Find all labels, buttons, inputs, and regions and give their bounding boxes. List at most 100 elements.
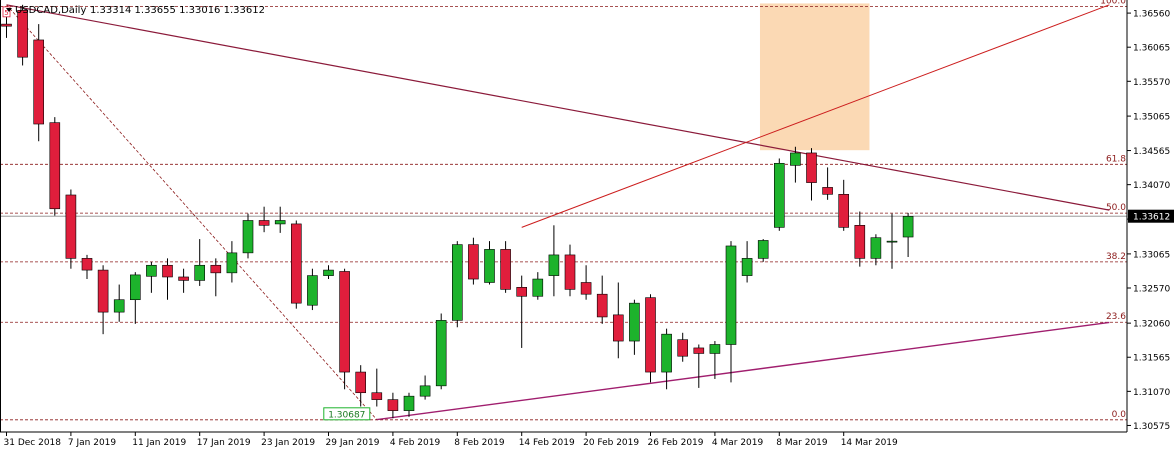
- bearish-candle[interactable]: [822, 167, 833, 200]
- bullish-candle[interactable]: [242, 213, 254, 259]
- x-axis-tick-label: 20 Feb 2019: [583, 438, 639, 448]
- bearish-candle[interactable]: [65, 189, 77, 269]
- bullish-candle[interactable]: [902, 212, 914, 257]
- bullish-candle[interactable]: [419, 375, 431, 400]
- x-axis-tick-label: 26 Feb 2019: [648, 438, 704, 448]
- fib-level-label: 50.0: [1106, 203, 1126, 213]
- bullish-candle[interactable]: [435, 313, 447, 390]
- candle-body: [725, 245, 737, 345]
- bullish-candle[interactable]: [757, 239, 769, 262]
- candle-body: [146, 264, 157, 277]
- candle-body: [226, 252, 238, 274]
- candle-body: [709, 344, 721, 354]
- marker-label: 5: [4, 9, 8, 17]
- bearish-candle[interactable]: [645, 294, 656, 383]
- bearish-candle[interactable]: [468, 237, 479, 285]
- candle-body: [339, 271, 350, 373]
- bearish-candle[interactable]: [371, 368, 383, 407]
- bearish-candle[interactable]: [500, 241, 511, 293]
- bearish-candle[interactable]: [596, 275, 608, 324]
- bullish-candle[interactable]: [709, 341, 721, 379]
- bearish-candle[interactable]: [290, 220, 302, 309]
- bearish-candle[interactable]: [516, 275, 528, 348]
- trendline-descending-resistance: [6, 4, 1110, 211]
- bearish-candle[interactable]: [806, 148, 817, 201]
- candle-body: [790, 152, 801, 166]
- candle-body: [902, 216, 914, 238]
- bullish-candle[interactable]: [741, 241, 753, 283]
- bearish-candle[interactable]: [17, 4, 28, 66]
- trendline-ascending-support: [376, 321, 1110, 421]
- bullish-candle[interactable]: [307, 268, 318, 311]
- bullish-candle[interactable]: [790, 146, 801, 183]
- bearish-candle[interactable]: [1, 15, 12, 38]
- bullish-candle[interactable]: [629, 299, 640, 355]
- candle-body: [629, 302, 640, 342]
- bullish-candle[interactable]: [130, 272, 141, 324]
- candle-body: [741, 258, 753, 276]
- candle-body: [210, 264, 222, 274]
- bullish-candle[interactable]: [226, 241, 238, 283]
- y-axis-tick-label: 1.33065: [1133, 250, 1170, 260]
- x-axis-tick-label: 8 Mar 2019: [776, 438, 828, 448]
- symbol-menu-icon[interactable]: [6, 8, 12, 12]
- y-axis-tick-label: 1.36560: [1133, 10, 1170, 20]
- low-price-label-box: [323, 407, 371, 421]
- bearish-candle[interactable]: [693, 344, 705, 388]
- bullish-candle[interactable]: [274, 206, 286, 233]
- bearish-candle[interactable]: [162, 258, 173, 300]
- bearish-candle[interactable]: [564, 244, 576, 297]
- candle-body: [693, 347, 705, 354]
- bearish-candle[interactable]: [355, 365, 367, 407]
- bullish-candle[interactable]: [725, 241, 737, 383]
- candle-body: [419, 385, 431, 397]
- bullish-candle[interactable]: [661, 328, 672, 390]
- fib-level-label: 38.2: [1106, 252, 1126, 262]
- candle-body: [661, 333, 672, 373]
- bullish-candle[interactable]: [773, 158, 785, 231]
- candle-body: [532, 278, 544, 297]
- bullish-candle[interactable]: [548, 225, 560, 297]
- x-axis-tick-label: 8 Feb 2019: [454, 438, 505, 448]
- candle-body: [886, 240, 898, 243]
- x-axis-tick-label: 29 Jan 2019: [326, 438, 380, 448]
- bearish-candle[interactable]: [33, 24, 45, 142]
- bearish-candle[interactable]: [387, 392, 399, 419]
- bearish-candle[interactable]: [854, 211, 866, 267]
- candle-body: [870, 237, 882, 259]
- bearish-candle[interactable]: [97, 265, 109, 335]
- bullish-candle[interactable]: [323, 265, 334, 280]
- bearish-candle[interactable]: [677, 332, 689, 362]
- bearish-candle[interactable]: [49, 117, 61, 216]
- bullish-candle[interactable]: [146, 261, 157, 293]
- x-axis-tick-label: 4 Mar 2019: [712, 438, 764, 448]
- bearish-candle[interactable]: [339, 268, 350, 390]
- bearish-candle[interactable]: [81, 254, 93, 280]
- y-axis-tick-label: 1.36065: [1133, 44, 1170, 54]
- bearish-candle[interactable]: [838, 179, 850, 231]
- bearish-candle[interactable]: [178, 268, 189, 293]
- candle-body: [371, 392, 383, 400]
- y-axis-tick-label: 1.31565: [1133, 354, 1170, 364]
- bullish-candle[interactable]: [451, 241, 463, 328]
- bearish-candle[interactable]: [210, 258, 222, 297]
- bullish-candle[interactable]: [886, 213, 898, 269]
- fib-level-label: 100.0: [1100, 0, 1126, 6]
- candle-body: [838, 193, 850, 228]
- bearish-candle[interactable]: [580, 265, 592, 300]
- bullish-candle[interactable]: [194, 239, 205, 286]
- y-axis-tick-label: 1.32060: [1133, 320, 1170, 330]
- candle-body: [242, 220, 254, 254]
- candle-body: [854, 225, 866, 259]
- candle-body: [290, 223, 302, 304]
- bullish-candle[interactable]: [403, 392, 415, 417]
- x-axis-tick-label: 14 Feb 2019: [519, 438, 575, 448]
- bullish-candle[interactable]: [870, 234, 882, 266]
- bearish-candle[interactable]: [258, 206, 270, 233]
- bullish-candle[interactable]: [484, 241, 495, 285]
- candle-body: [822, 187, 833, 195]
- bullish-candle[interactable]: [113, 284, 125, 322]
- bearish-candle[interactable]: [612, 282, 624, 359]
- bullish-candle[interactable]: [532, 272, 544, 300]
